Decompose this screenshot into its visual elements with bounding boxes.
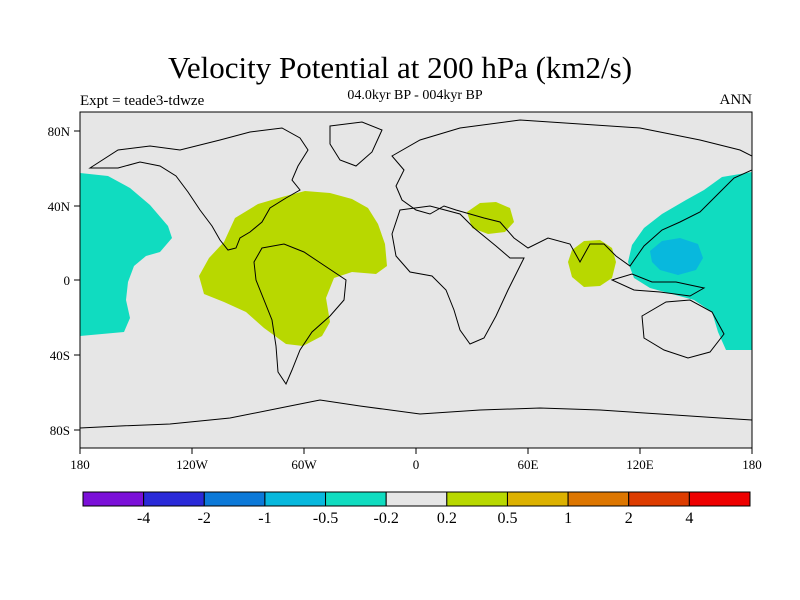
colorbar: -4 -2 -1 -0.5 -0.2 0.2 0.5 1 2 4 bbox=[82, 491, 751, 527]
colorbar-swatch bbox=[628, 491, 690, 507]
lon-label-120e: 120E bbox=[626, 457, 654, 472]
region-western-pacific-core bbox=[650, 238, 703, 275]
lat-label-80s: 80S bbox=[50, 423, 70, 438]
colorbar-label: -2 bbox=[198, 510, 211, 527]
greenland-coast bbox=[329, 121, 383, 167]
colorbar-swatch bbox=[325, 491, 387, 507]
colorbar-swatch bbox=[203, 491, 266, 507]
chart-title: Velocity Potential at 200 hPa (km2/s) bbox=[167, 50, 633, 85]
colorbar-label: 2 bbox=[625, 510, 633, 527]
colorbar-swatch bbox=[143, 491, 205, 507]
region-atlantic-americas bbox=[199, 191, 387, 346]
north-america-coast bbox=[88, 127, 309, 251]
colorbar-label: -1 bbox=[258, 510, 271, 527]
colorbar-swatch bbox=[385, 491, 448, 507]
colorbar-swatch bbox=[567, 491, 630, 507]
lat-axis: 80N 40N 0 40S 80S bbox=[48, 124, 80, 438]
eurasia-coast bbox=[391, 119, 752, 267]
colorbar-label: 0.5 bbox=[497, 510, 517, 527]
colorbar-swatch bbox=[446, 491, 508, 507]
south-america-coast bbox=[253, 243, 347, 386]
antarctica-coast bbox=[80, 399, 752, 429]
colorbar-label: -0.2 bbox=[374, 510, 399, 527]
colorbar-swatch bbox=[688, 491, 751, 507]
colorbar-label: 1 bbox=[564, 510, 572, 527]
colorbar-label: -4 bbox=[137, 510, 150, 527]
lat-label-40n: 40N bbox=[48, 199, 71, 214]
season-label: ANN bbox=[719, 92, 753, 108]
experiment-label: Expt = teade3-tdwze bbox=[80, 93, 205, 109]
lon-label-0: 0 bbox=[413, 457, 420, 472]
colorbar-swatch bbox=[506, 491, 569, 507]
colorbar-label: 4 bbox=[685, 510, 693, 527]
lon-axis: 180 120W 60W 0 60E 120E 180 bbox=[70, 448, 762, 472]
colorbar-label: 0.2 bbox=[437, 510, 457, 527]
period-label: 04.0kyr BP - 004kyr BP bbox=[347, 88, 483, 103]
africa-coast bbox=[391, 205, 525, 345]
maritime-continent-coast bbox=[610, 273, 706, 297]
lon-label-60w: 60W bbox=[291, 457, 317, 472]
australia-coast bbox=[641, 299, 725, 359]
coastlines bbox=[80, 119, 752, 429]
region-middle-east bbox=[467, 202, 514, 234]
colorbar-label: -0.5 bbox=[313, 510, 338, 527]
lat-label-80n: 80N bbox=[48, 124, 71, 139]
lat-label-eq: 0 bbox=[64, 273, 71, 288]
colorbar-swatch bbox=[264, 491, 327, 507]
lon-label-180e: 180 bbox=[742, 457, 762, 472]
lat-label-40s: 40S bbox=[50, 348, 70, 363]
lon-label-60e: 60E bbox=[518, 457, 539, 472]
region-bay-of-bengal bbox=[568, 240, 616, 287]
lon-label-180w: 180 bbox=[70, 457, 90, 472]
region-central-pacific-east bbox=[80, 173, 172, 336]
colorbar-swatch bbox=[82, 491, 145, 507]
lon-label-120w: 120W bbox=[176, 457, 209, 472]
